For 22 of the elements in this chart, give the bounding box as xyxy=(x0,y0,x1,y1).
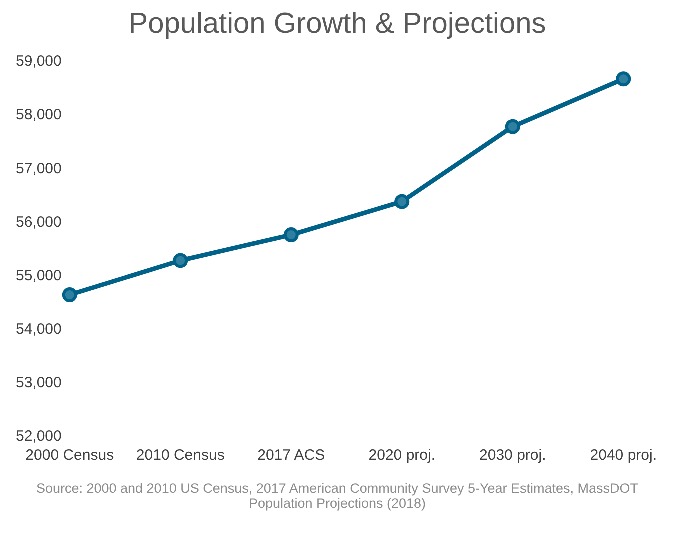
point xyxy=(284,228,299,243)
chart-title: Population Growth & Projections xyxy=(128,8,548,41)
x-tick-label: 2030 proj. xyxy=(480,447,546,464)
x-tick-label: 2010 Census xyxy=(136,447,225,464)
y-tick-label: 57,000 xyxy=(16,160,62,178)
x-tick-label: 2017 ACS xyxy=(258,447,326,464)
point xyxy=(62,288,78,303)
x-tick-label: 2020 proj. xyxy=(368,447,436,464)
source-note: Source: 2000 and 2010 US Census, 2017 American Community Survey 5-Year Estimates, MassDOT Population Projections (2018) xyxy=(35,481,640,511)
y-tick-label: 58,000 xyxy=(16,106,62,124)
y-tick-label: 54,000 xyxy=(16,321,62,338)
y-tick-label: 53,000 xyxy=(16,374,62,392)
y-tick-label: 59,000 xyxy=(16,53,62,70)
point xyxy=(505,119,520,134)
point xyxy=(394,194,410,210)
y-tick-label: 52,000 xyxy=(16,428,62,446)
x-tick-label: 2000 Census xyxy=(26,447,114,464)
y-tick-label: 56,000 xyxy=(16,214,62,231)
point xyxy=(173,253,188,268)
y-tick-label: 55,000 xyxy=(16,267,62,284)
x-tick-label: 2040 proj. xyxy=(590,447,657,464)
point xyxy=(616,72,632,87)
